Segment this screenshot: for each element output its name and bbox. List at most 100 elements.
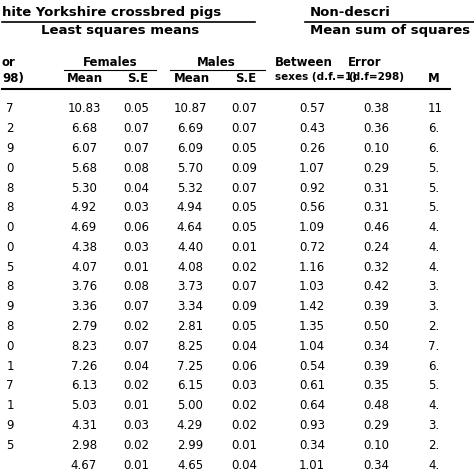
Text: 0.39: 0.39 — [363, 300, 389, 313]
Text: 0.92: 0.92 — [299, 182, 325, 194]
Text: 1.35: 1.35 — [299, 320, 325, 333]
Text: 1.01: 1.01 — [299, 458, 325, 472]
Text: 0.01: 0.01 — [231, 241, 257, 254]
Text: 0: 0 — [7, 340, 14, 353]
Text: 5.: 5. — [428, 201, 439, 214]
Text: 8: 8 — [7, 281, 14, 293]
Text: 7.: 7. — [428, 340, 439, 353]
Text: 8.23: 8.23 — [71, 340, 97, 353]
Text: 4.08: 4.08 — [177, 261, 203, 273]
Text: 0.01: 0.01 — [123, 261, 149, 273]
Text: 6.68: 6.68 — [71, 122, 97, 135]
Text: 4.69: 4.69 — [71, 221, 97, 234]
Text: 0.54: 0.54 — [299, 360, 325, 373]
Text: 6.09: 6.09 — [177, 142, 203, 155]
Text: 0.46: 0.46 — [363, 221, 389, 234]
Text: 0.04: 0.04 — [123, 182, 149, 194]
Text: 5.: 5. — [428, 379, 439, 392]
Text: 4.29: 4.29 — [177, 419, 203, 432]
Text: 5.: 5. — [428, 162, 439, 175]
Text: 7.26: 7.26 — [71, 360, 97, 373]
Text: 4.64: 4.64 — [177, 221, 203, 234]
Text: 0.07: 0.07 — [123, 122, 149, 135]
Text: 0.56: 0.56 — [299, 201, 325, 214]
Text: hite Yorkshire crossbred pigs: hite Yorkshire crossbred pigs — [2, 6, 221, 19]
Text: 2: 2 — [7, 122, 14, 135]
Text: 4.07: 4.07 — [71, 261, 97, 273]
Text: 1.03: 1.03 — [299, 281, 325, 293]
Text: 6.15: 6.15 — [177, 379, 203, 392]
Text: 5.70: 5.70 — [177, 162, 203, 175]
Text: 0.32: 0.32 — [363, 261, 389, 273]
Text: 0.07: 0.07 — [123, 142, 149, 155]
Text: 5.32: 5.32 — [177, 182, 203, 194]
Text: 0.03: 0.03 — [231, 379, 257, 392]
Text: 4.40: 4.40 — [177, 241, 203, 254]
Text: S.E: S.E — [128, 72, 148, 85]
Text: 1.07: 1.07 — [299, 162, 325, 175]
Text: 0.29: 0.29 — [363, 162, 389, 175]
Text: 0.05: 0.05 — [231, 320, 257, 333]
Text: Least squares means: Least squares means — [41, 24, 199, 37]
Text: 2.: 2. — [428, 439, 439, 452]
Text: 0.04: 0.04 — [231, 458, 257, 472]
Text: 0.01: 0.01 — [123, 399, 149, 412]
Text: 4.: 4. — [428, 261, 439, 273]
Text: 0.48: 0.48 — [363, 399, 389, 412]
Text: 0.02: 0.02 — [123, 379, 149, 392]
Text: 3.: 3. — [428, 281, 439, 293]
Text: Males: Males — [197, 56, 236, 69]
Text: 0.07: 0.07 — [123, 340, 149, 353]
Text: 0.03: 0.03 — [123, 201, 149, 214]
Text: 0.39: 0.39 — [363, 360, 389, 373]
Text: 4.38: 4.38 — [71, 241, 97, 254]
Text: 6.13: 6.13 — [71, 379, 97, 392]
Text: 0: 0 — [7, 241, 14, 254]
Text: 4.: 4. — [428, 241, 439, 254]
Text: 6.: 6. — [428, 360, 439, 373]
Text: 0.10: 0.10 — [363, 439, 389, 452]
Text: 3.73: 3.73 — [177, 281, 203, 293]
Text: 0.05: 0.05 — [123, 102, 149, 115]
Text: 0.02: 0.02 — [231, 261, 257, 273]
Text: 1: 1 — [7, 399, 14, 412]
Text: 7: 7 — [7, 379, 14, 392]
Text: Females: Females — [82, 56, 137, 69]
Text: 0.07: 0.07 — [231, 182, 257, 194]
Text: 0.42: 0.42 — [363, 281, 389, 293]
Text: 3.34: 3.34 — [177, 300, 203, 313]
Text: 4.31: 4.31 — [71, 419, 97, 432]
Text: 0.36: 0.36 — [363, 122, 389, 135]
Text: 1.09: 1.09 — [299, 221, 325, 234]
Text: 0.05: 0.05 — [231, 201, 257, 214]
Text: 0.31: 0.31 — [363, 182, 389, 194]
Text: S.E: S.E — [235, 72, 256, 85]
Text: 4.92: 4.92 — [71, 201, 97, 214]
Text: 5.: 5. — [428, 182, 439, 194]
Text: 0.93: 0.93 — [299, 419, 325, 432]
Text: Mean sum of squares: Mean sum of squares — [310, 24, 470, 37]
Text: 0.07: 0.07 — [231, 122, 257, 135]
Text: 2.99: 2.99 — [177, 439, 203, 452]
Text: Mean: Mean — [174, 72, 210, 85]
Text: 1: 1 — [7, 360, 14, 373]
Text: 3.76: 3.76 — [71, 281, 97, 293]
Text: 0.05: 0.05 — [231, 142, 257, 155]
Text: 0.03: 0.03 — [123, 419, 149, 432]
Text: 0.26: 0.26 — [299, 142, 325, 155]
Text: 0.02: 0.02 — [231, 399, 257, 412]
Text: 0.04: 0.04 — [123, 360, 149, 373]
Text: 0.07: 0.07 — [231, 281, 257, 293]
Text: 9: 9 — [7, 419, 14, 432]
Text: 0.02: 0.02 — [123, 320, 149, 333]
Text: 3.: 3. — [428, 300, 439, 313]
Text: 0.35: 0.35 — [363, 379, 389, 392]
Text: 0.50: 0.50 — [363, 320, 389, 333]
Text: 1.42: 1.42 — [299, 300, 325, 313]
Text: 0.43: 0.43 — [299, 122, 325, 135]
Text: 2.79: 2.79 — [71, 320, 97, 333]
Text: 98): 98) — [2, 72, 24, 85]
Text: 0.08: 0.08 — [123, 162, 149, 175]
Text: 4.: 4. — [428, 458, 439, 472]
Text: 5.03: 5.03 — [71, 399, 97, 412]
